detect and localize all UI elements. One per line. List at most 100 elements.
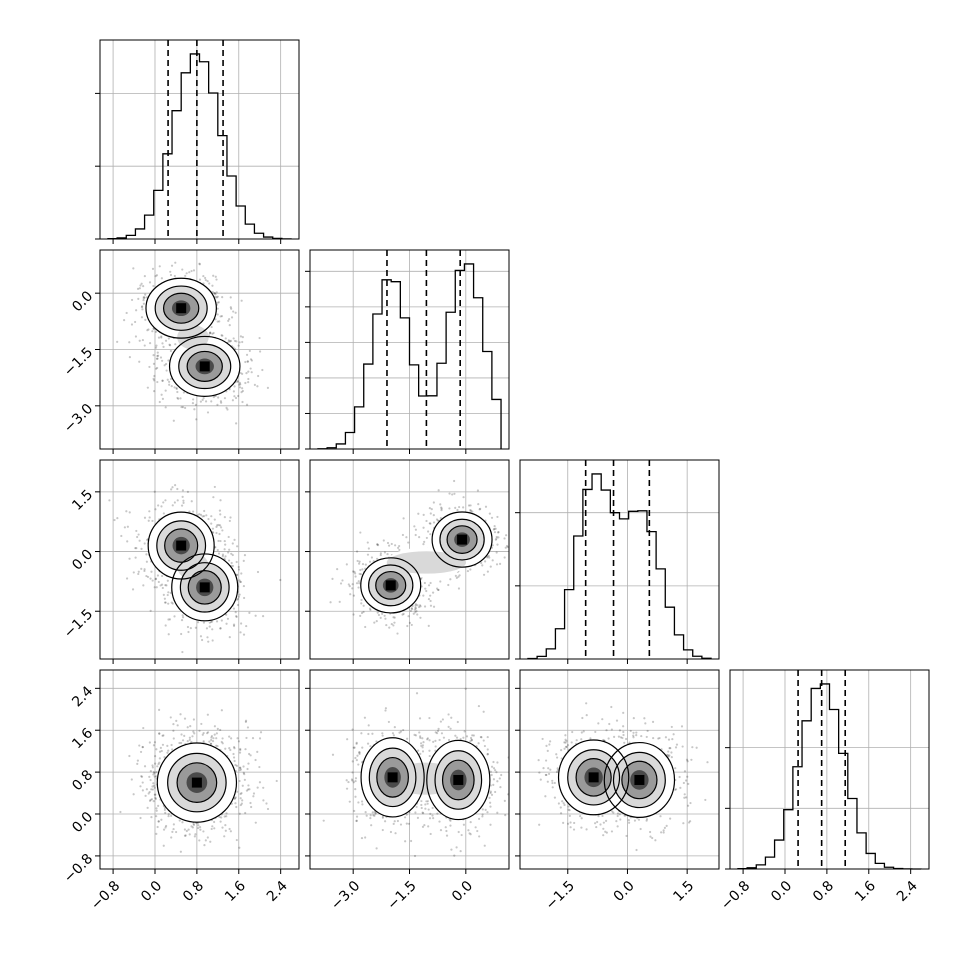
- panel-1-2-scatter-point: [155, 367, 158, 370]
- panel-1-4-scatter-point: [164, 826, 167, 829]
- panel-1-2-scatter-point: [140, 316, 144, 319]
- panel-1-4-scatter-point: [170, 836, 173, 839]
- panel-2-4-scatter-point: [429, 812, 432, 815]
- panel-1-4-scatter-point: [246, 788, 250, 791]
- panel-1-3-scatter-point: [211, 527, 215, 530]
- panel-2-3-scatter-point: [453, 479, 456, 483]
- panel-1-2-scatter-point: [175, 234, 177, 236]
- panel-1-4-scatter-point: [172, 827, 175, 831]
- panel-1-2-scatter-point: [155, 344, 158, 347]
- panel-2-3-scatter-point: [361, 562, 365, 566]
- panel-1-4-scatter-point: [197, 826, 200, 830]
- panel-1-4-scatter-point: [262, 786, 265, 789]
- panel-1-4-scatter-point: [154, 796, 157, 799]
- panel-2-3-scatter-point: [369, 608, 372, 612]
- panel-1-2-scatter-point: [216, 301, 219, 304]
- panel-2-4-scatter-point: [445, 834, 449, 837]
- panel-2-3-scatter-point: [503, 556, 506, 559]
- panel-1-3-scatter-point: [219, 627, 222, 630]
- panel-2-4-scatter-point: [428, 716, 431, 720]
- panel-1-4-scatter-point: [210, 738, 213, 742]
- panel-1-3-scatter-point: [169, 591, 172, 595]
- panel-2-3-scatter-point: [477, 503, 480, 506]
- panel-1-2-scatter-point: [234, 396, 238, 400]
- panel-1-2-scatter-point: [230, 316, 234, 319]
- panel-2-3-scatter-point: [345, 563, 348, 566]
- panel-2-4-scatter-point: [440, 732, 444, 735]
- panel-2-3-scatter-point: [486, 570, 489, 573]
- panel-1-3-scatter-point: [132, 571, 135, 574]
- panel-1-4-scatter-point: [244, 720, 247, 723]
- panel-1-3-scatter-point: [147, 519, 150, 522]
- panel-1-3-scatter-point: [191, 510, 195, 513]
- panel-1-4-scatter-point: [179, 713, 182, 716]
- panel-1-4-scatter-point: [157, 804, 160, 807]
- panel-2-4-scatter-point: [352, 781, 355, 784]
- panel-1-2-scatter-point: [210, 325, 213, 329]
- panel-1-2-ytick-label: −1.5: [61, 344, 96, 379]
- panel-1-2-scatter-point: [174, 261, 177, 264]
- panel-1-3-scatter-point: [145, 574, 148, 578]
- panel-2-4-scatter-point: [489, 801, 492, 804]
- panel-2-3-scatter-point: [436, 519, 440, 522]
- panel-1-2-scatter-point: [161, 359, 164, 362]
- panel-2-4-scatter-point: [420, 803, 423, 807]
- panel-1-3-scatter-point: [162, 512, 165, 515]
- panel-1-3-scatter-point: [242, 584, 245, 588]
- panel-1-2-scatter-point: [250, 371, 253, 374]
- panel-2-4-scatter-point: [437, 727, 440, 730]
- panel-1-4-scatter-point: [213, 725, 216, 728]
- panel-1-4-scatter-point: [240, 792, 243, 795]
- panel-1-4-scatter-point: [203, 844, 206, 847]
- panel-3-4-scatter-point: [556, 756, 559, 759]
- panel-2-3-scatter-point: [368, 607, 372, 610]
- panel-1-4-scatter-point: [179, 850, 182, 853]
- panel-1-3-scatter-point: [216, 524, 219, 527]
- panel-1-2-scatter-point: [201, 398, 204, 402]
- panel-2-3-scatter-point: [427, 597, 431, 601]
- panel-1-4-scatter-point: [128, 754, 131, 758]
- panel-3-4-scatter-point: [649, 835, 652, 838]
- panel-3-4-scatter-point: [568, 814, 571, 817]
- panel-1-4-scatter-point: [155, 807, 158, 810]
- panel-1-4-scatter-point: [119, 810, 122, 814]
- panel-2-3-scatter-point: [415, 610, 418, 613]
- panel-3-4-scatter-point: [644, 722, 647, 725]
- panel-1-3-scatter-point: [203, 509, 206, 513]
- panel-2-4-xtick-label: −3.0: [328, 878, 363, 913]
- panel-2-4-scatter-point: [492, 767, 496, 770]
- panel-1-2-scatter-point: [175, 387, 178, 391]
- panel-1-2-scatter-point: [180, 405, 183, 409]
- panel-2-4-scatter-point: [489, 790, 492, 793]
- panel-1-4-xtick-label: −0.8: [88, 878, 123, 913]
- panel-2-4-scatter-point: [419, 752, 422, 755]
- panel-1-2-scatter-point: [227, 340, 230, 343]
- panel-1-2-scatter-point: [241, 389, 244, 393]
- panel-1-4-scatter-point: [188, 738, 191, 742]
- panel-1-4-scatter-point: [166, 744, 169, 748]
- panel-2-3-scatter-point: [504, 546, 507, 549]
- panel-1-2-scatter-point: [238, 386, 242, 389]
- panel-2-3-scatter-point: [513, 575, 515, 577]
- panel-3-4-scatter-point: [562, 802, 565, 805]
- panel-2-3-scatter-point: [489, 565, 492, 568]
- panel-1-2-scatter-point: [185, 272, 188, 275]
- panel-1-2-scatter-point: [241, 336, 244, 339]
- panel-1-3-scatter-point: [211, 639, 214, 642]
- panel-2-4-scatter-point: [353, 809, 356, 813]
- panel-2-4-scatter-point: [420, 799, 423, 803]
- panel-1-3-scatter-point: [126, 540, 129, 543]
- panel-1-2-scatter-point: [214, 295, 217, 299]
- panel-2-4-scatter-point: [486, 811, 489, 814]
- panel-1-2-scatter-point: [228, 324, 231, 327]
- panel-1-4-scatter-point: [172, 737, 175, 740]
- panel-1-4-scatter-point: [247, 784, 250, 787]
- panel-2-4-scatter-point: [490, 765, 494, 768]
- panel-1-3-scatter-point: [108, 499, 111, 502]
- panel-2-3-scatter-point: [390, 542, 393, 546]
- panel-1-2-scatter-point: [249, 367, 252, 370]
- panel-1-4-scatter-point: [154, 755, 157, 758]
- panel-2-3-scatter-point: [401, 613, 404, 616]
- panel-2-3-scatter-point: [370, 556, 374, 559]
- panel-2-4-scatter-point: [445, 829, 448, 833]
